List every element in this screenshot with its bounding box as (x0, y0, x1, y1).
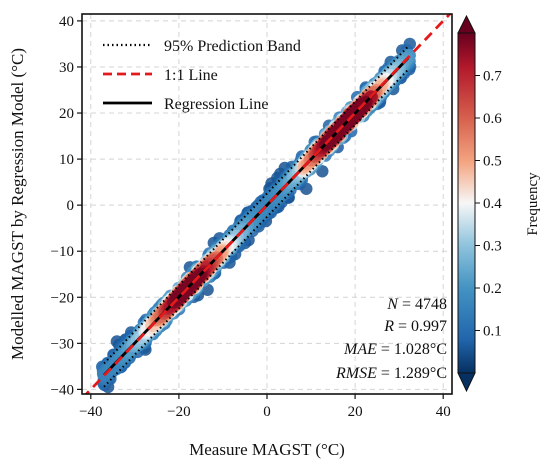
colorbar-tick-label: 0.3 (483, 239, 502, 255)
x-tick-label: 20 (348, 404, 363, 420)
y-axis-label: Modelled MAGST by Regression Model (°C) (8, 48, 27, 360)
colorbar-tick-label: 0.2 (483, 281, 502, 297)
stat-n-value: 4748 (415, 296, 447, 313)
colorbar-tick-label: 0.4 (483, 196, 502, 212)
stats-annotation: N = 4748 R = 0.997 MAE = 1.028°C RMSE = … (335, 296, 447, 382)
colorbar-tick-label: 0.5 (483, 154, 502, 170)
prediction-band-upper (103, 45, 409, 365)
y-tick-label: −40 (51, 382, 74, 398)
fit-lines (84, 14, 452, 394)
legend-label-identity-line: 1:1 Line (164, 67, 218, 84)
y-tick-label: 40 (59, 14, 74, 30)
stat-r-value: 0.997 (411, 318, 447, 335)
colorbar-bottom-arrow (457, 372, 476, 393)
stat-n-equals: = (398, 296, 415, 313)
stat-mae-value: 1.028°C (394, 341, 447, 358)
stat-r-equals: = (394, 318, 411, 335)
x-tick-label: 0 (263, 404, 271, 420)
colorbar: 0.1 0.2 0.3 0.4 0.5 0.6 0.7 Frequency (457, 14, 541, 393)
colorbar-tick-label: 0.6 (483, 111, 502, 127)
x-tick-label: −20 (167, 404, 190, 420)
stat-mae-equals: = (377, 341, 394, 358)
stat-mae: MAE = 1.028°C (343, 341, 447, 358)
prediction-band-lower (103, 69, 409, 388)
y-tick-label: −30 (51, 336, 74, 352)
y-tick-label: 0 (67, 198, 75, 214)
colorbar-gradient (457, 32, 476, 374)
x-axis-label: Measure MAGST (°C) (189, 440, 345, 459)
stat-rmse-label: RMSE (335, 365, 377, 382)
y-tick-label: 20 (59, 106, 74, 122)
identity-line (84, 14, 452, 394)
stat-rmse-equals: = (377, 365, 394, 382)
stat-r-label: R (383, 318, 394, 335)
colorbar-label: Frequency (525, 172, 541, 236)
x-tick-label: −40 (79, 404, 102, 420)
stat-n-label: N (386, 296, 399, 313)
x-axis: −40 −20 0 20 40 (79, 394, 451, 420)
x-tick-label: 40 (436, 404, 451, 420)
legend: 95% Prediction Band 1:1 Line Regression … (103, 38, 301, 113)
colorbar-top-arrow (457, 14, 476, 34)
stat-r: R = 0.997 (383, 318, 447, 335)
legend-label-prediction-band: 95% Prediction Band (164, 38, 301, 55)
y-tick-label: −10 (51, 244, 74, 260)
stat-rmse-value: 1.289°C (394, 365, 447, 382)
y-tick-label: −20 (51, 290, 74, 306)
y-tick-label: 30 (59, 60, 74, 76)
legend-label-regression-line: Regression Line (164, 96, 268, 113)
y-axis: −40 −30 −20 −10 0 10 20 30 40 (51, 14, 82, 398)
colorbar-ticks: 0.1 0.2 0.3 0.4 0.5 0.6 0.7 (475, 69, 502, 340)
stat-n: N = 4748 (386, 296, 447, 313)
stat-rmse: RMSE = 1.289°C (335, 365, 447, 382)
colorbar-tick-label: 0.1 (483, 324, 502, 340)
colorbar-tick-label: 0.7 (483, 69, 502, 85)
stat-mae-label: MAE (343, 341, 377, 358)
y-tick-label: 10 (59, 152, 74, 168)
